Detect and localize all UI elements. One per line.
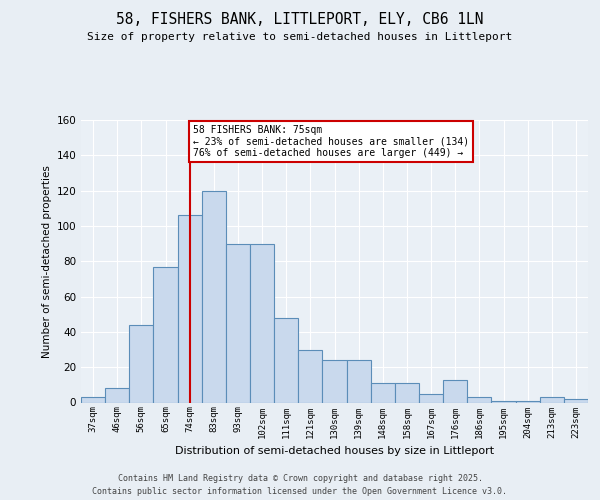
Bar	[274, 318, 298, 402]
Y-axis label: Number of semi-detached properties: Number of semi-detached properties	[42, 165, 52, 358]
Bar	[395, 383, 419, 402]
Bar	[226, 244, 250, 402]
Bar	[178, 216, 202, 402]
Bar	[322, 360, 347, 403]
Bar	[467, 397, 491, 402]
Text: 58 FISHERS BANK: 75sqm
← 23% of semi-detached houses are smaller (134)
76% of se: 58 FISHERS BANK: 75sqm ← 23% of semi-det…	[193, 126, 469, 158]
Bar	[202, 190, 226, 402]
Bar	[347, 360, 371, 403]
Bar	[250, 244, 274, 402]
Bar	[154, 266, 178, 402]
Text: 58, FISHERS BANK, LITTLEPORT, ELY, CB6 1LN: 58, FISHERS BANK, LITTLEPORT, ELY, CB6 1…	[116, 12, 484, 28]
Bar	[564, 399, 588, 402]
X-axis label: Distribution of semi-detached houses by size in Littleport: Distribution of semi-detached houses by …	[175, 446, 494, 456]
Bar	[540, 397, 564, 402]
Text: Contains public sector information licensed under the Open Government Licence v3: Contains public sector information licen…	[92, 488, 508, 496]
Bar	[443, 380, 467, 402]
Bar	[81, 397, 105, 402]
Text: Size of property relative to semi-detached houses in Littleport: Size of property relative to semi-detach…	[88, 32, 512, 42]
Bar	[105, 388, 129, 402]
Bar	[491, 400, 515, 402]
Text: Contains HM Land Registry data © Crown copyright and database right 2025.: Contains HM Land Registry data © Crown c…	[118, 474, 482, 483]
Bar	[298, 350, 322, 403]
Bar	[371, 383, 395, 402]
Bar	[129, 325, 154, 402]
Bar	[515, 400, 540, 402]
Bar	[419, 394, 443, 402]
